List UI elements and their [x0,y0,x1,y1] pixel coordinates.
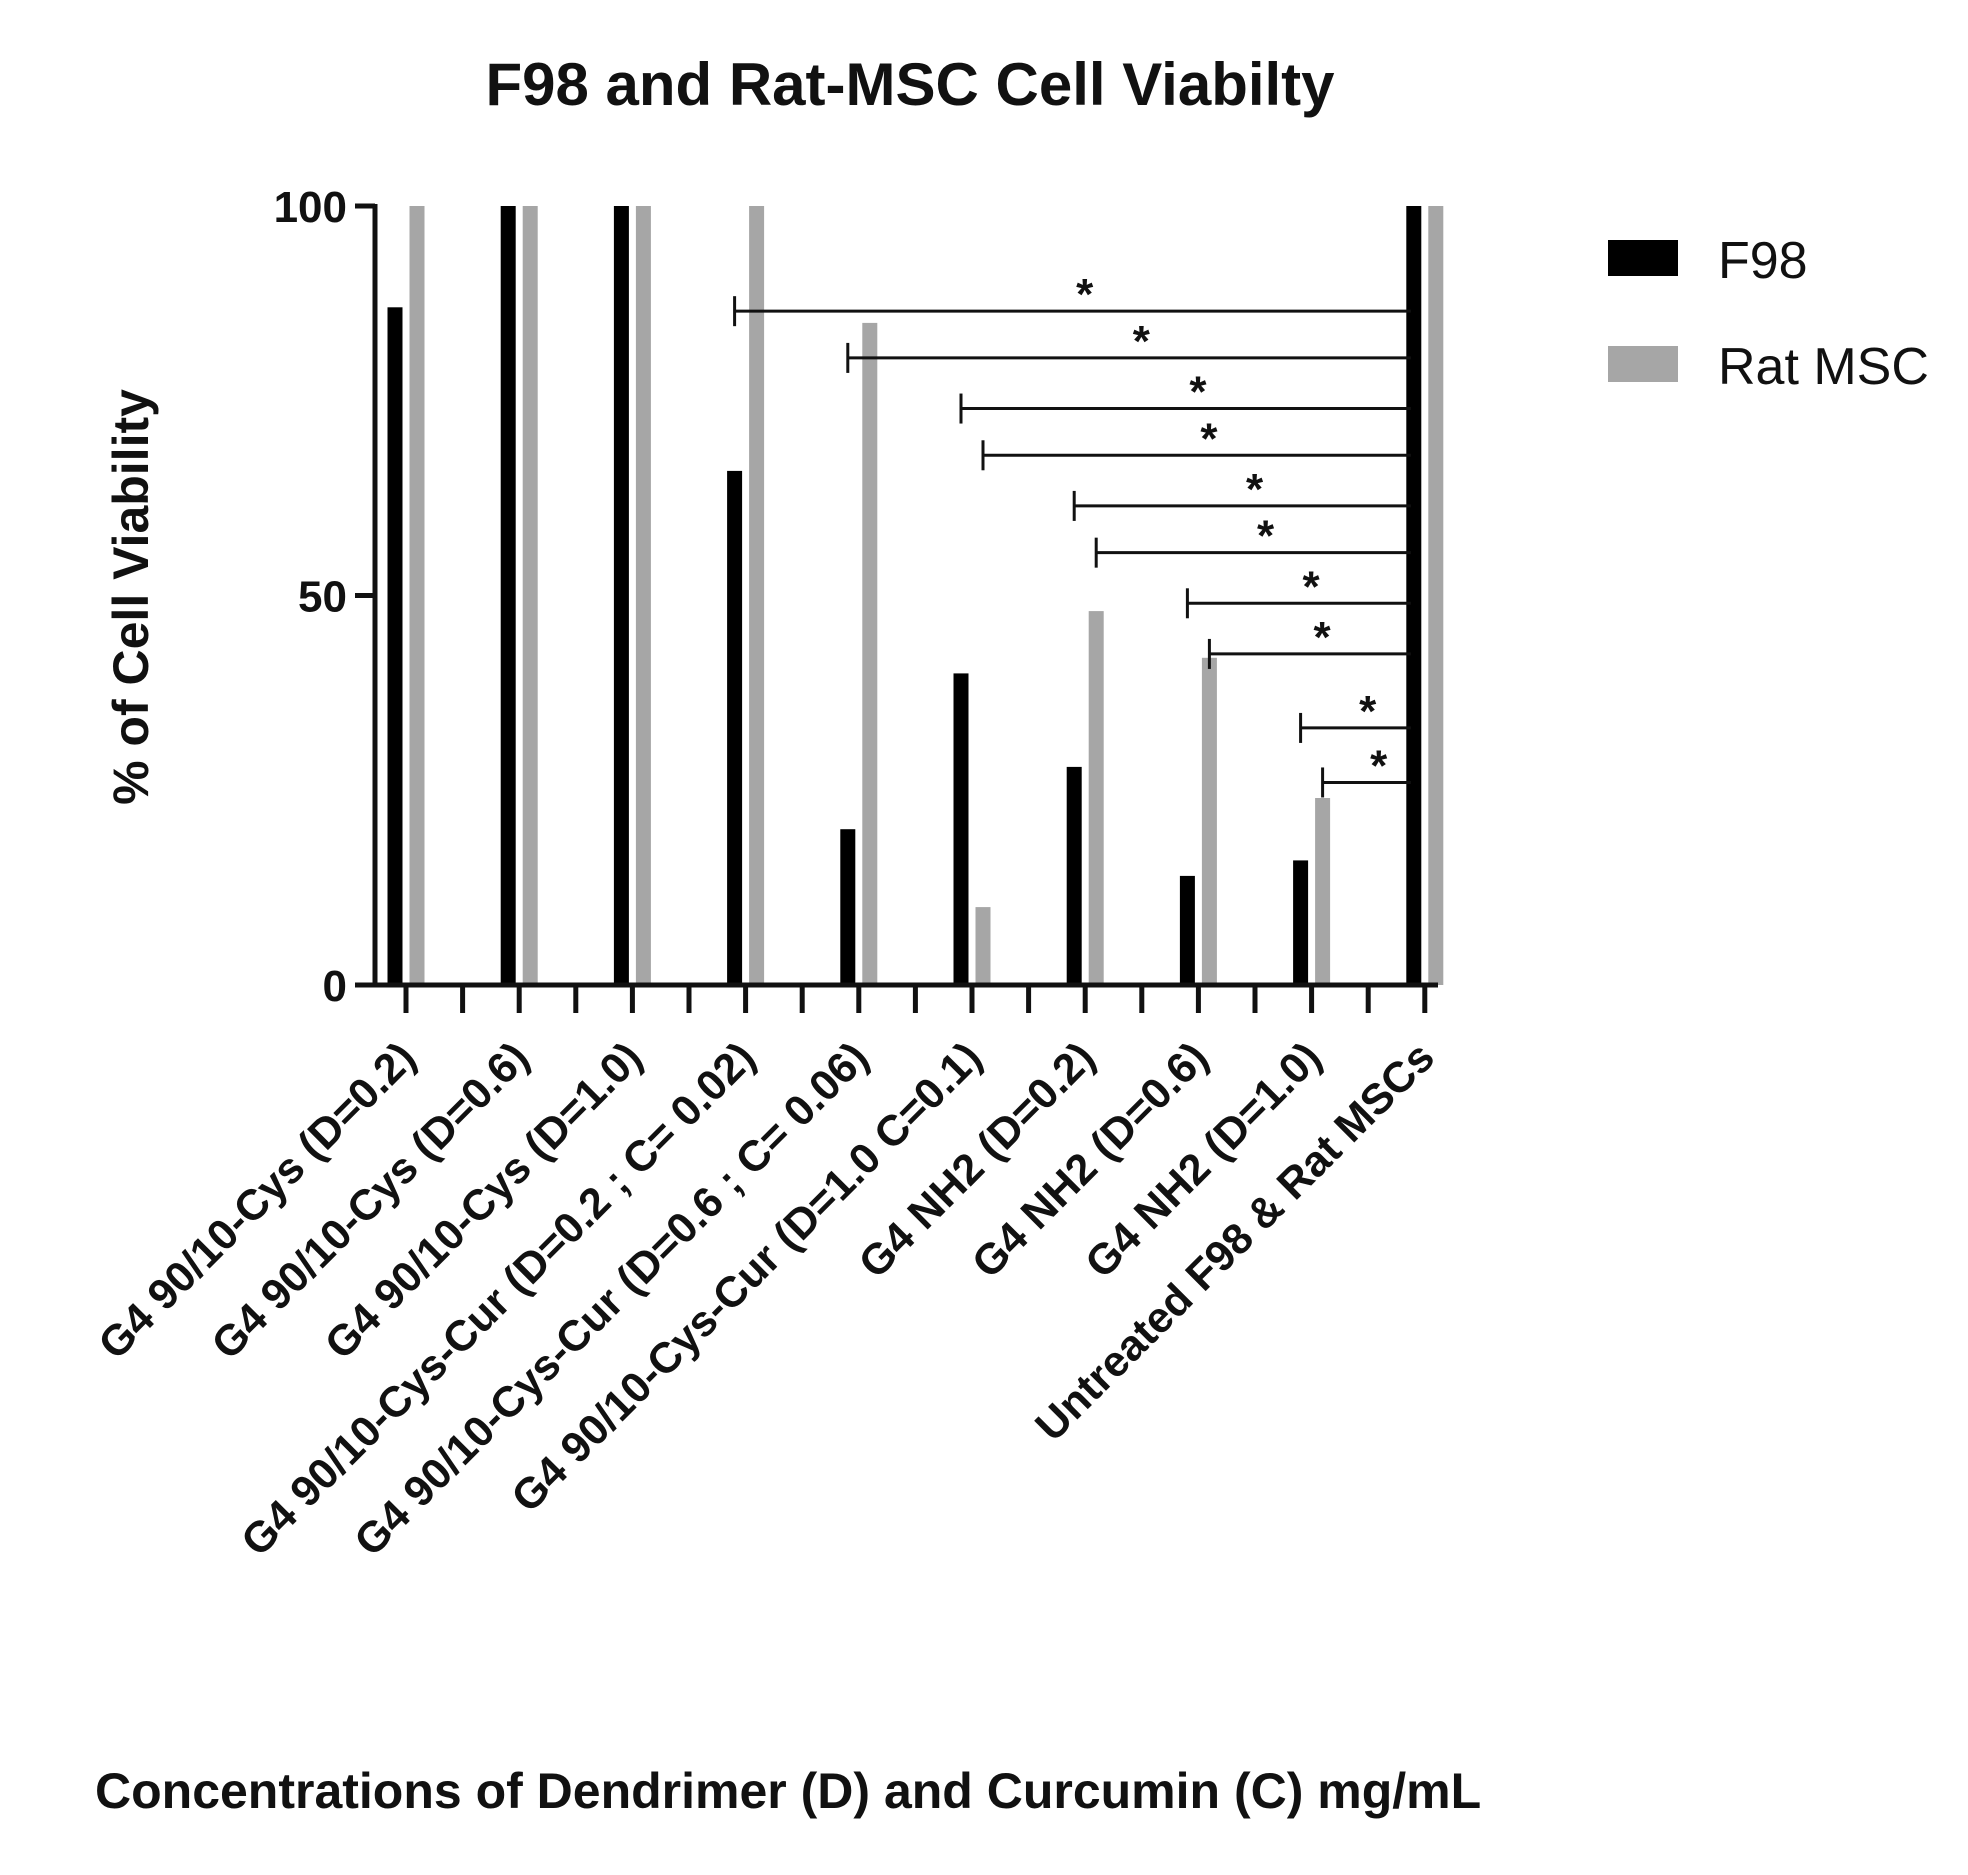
bar-rat-msc-3 [749,206,765,985]
significance-star-1: * [1133,317,1151,366]
significance-star-9: * [1370,741,1388,790]
bar-rat-msc-4 [862,322,878,985]
legend-label-f98: F98 [1718,232,1808,290]
significance-star-5: * [1257,512,1275,561]
y-tick-label-100: 100 [274,183,347,232]
bar-rat-msc-2 [635,206,651,985]
bar-f98-4 [840,829,856,985]
significance-star-8: * [1359,687,1377,736]
bar-f98-7 [1179,875,1195,985]
bar-f98-9 [1406,206,1422,985]
legend-label-rat-msc: Rat MSC [1718,338,1929,396]
bar-f98-5 [953,673,969,985]
significance-star-3: * [1200,414,1218,463]
legend-swatch-rat-msc [1608,346,1678,382]
significance-star-6: * [1303,562,1321,611]
bar-rat-msc-8 [1315,798,1331,985]
bar-f98-1 [500,206,516,985]
chart-title: F98 and Rat-MSC Cell Viabilty [485,51,1335,118]
x-axis-label: Concentrations of Dendrimer (D) and Curc… [95,1763,1481,1819]
legend-swatch-f98 [1608,240,1678,276]
y-tick-label-0: 0 [323,962,347,1011]
bar-rat-msc-0 [409,206,425,985]
bar-rat-msc-9 [1428,206,1444,985]
bar-f98-6 [1066,766,1082,985]
bar-rat-msc-5 [975,907,991,985]
bar-f98-0 [387,307,403,985]
significance-star-4: * [1246,465,1264,514]
significance-star-2: * [1189,368,1207,417]
significance-star-7: * [1314,613,1332,662]
bar-f98-2 [613,206,629,985]
bar-f98-3 [727,470,743,985]
significance-star-0: * [1076,270,1094,319]
bar-rat-msc-7 [1201,657,1217,985]
y-axis-label: % of Cell Viability [103,389,159,805]
y-tick-label-50: 50 [298,573,347,622]
bar-f98-8 [1293,860,1309,985]
bar-rat-msc-1 [522,206,538,985]
bar-rat-msc-6 [1088,611,1104,985]
